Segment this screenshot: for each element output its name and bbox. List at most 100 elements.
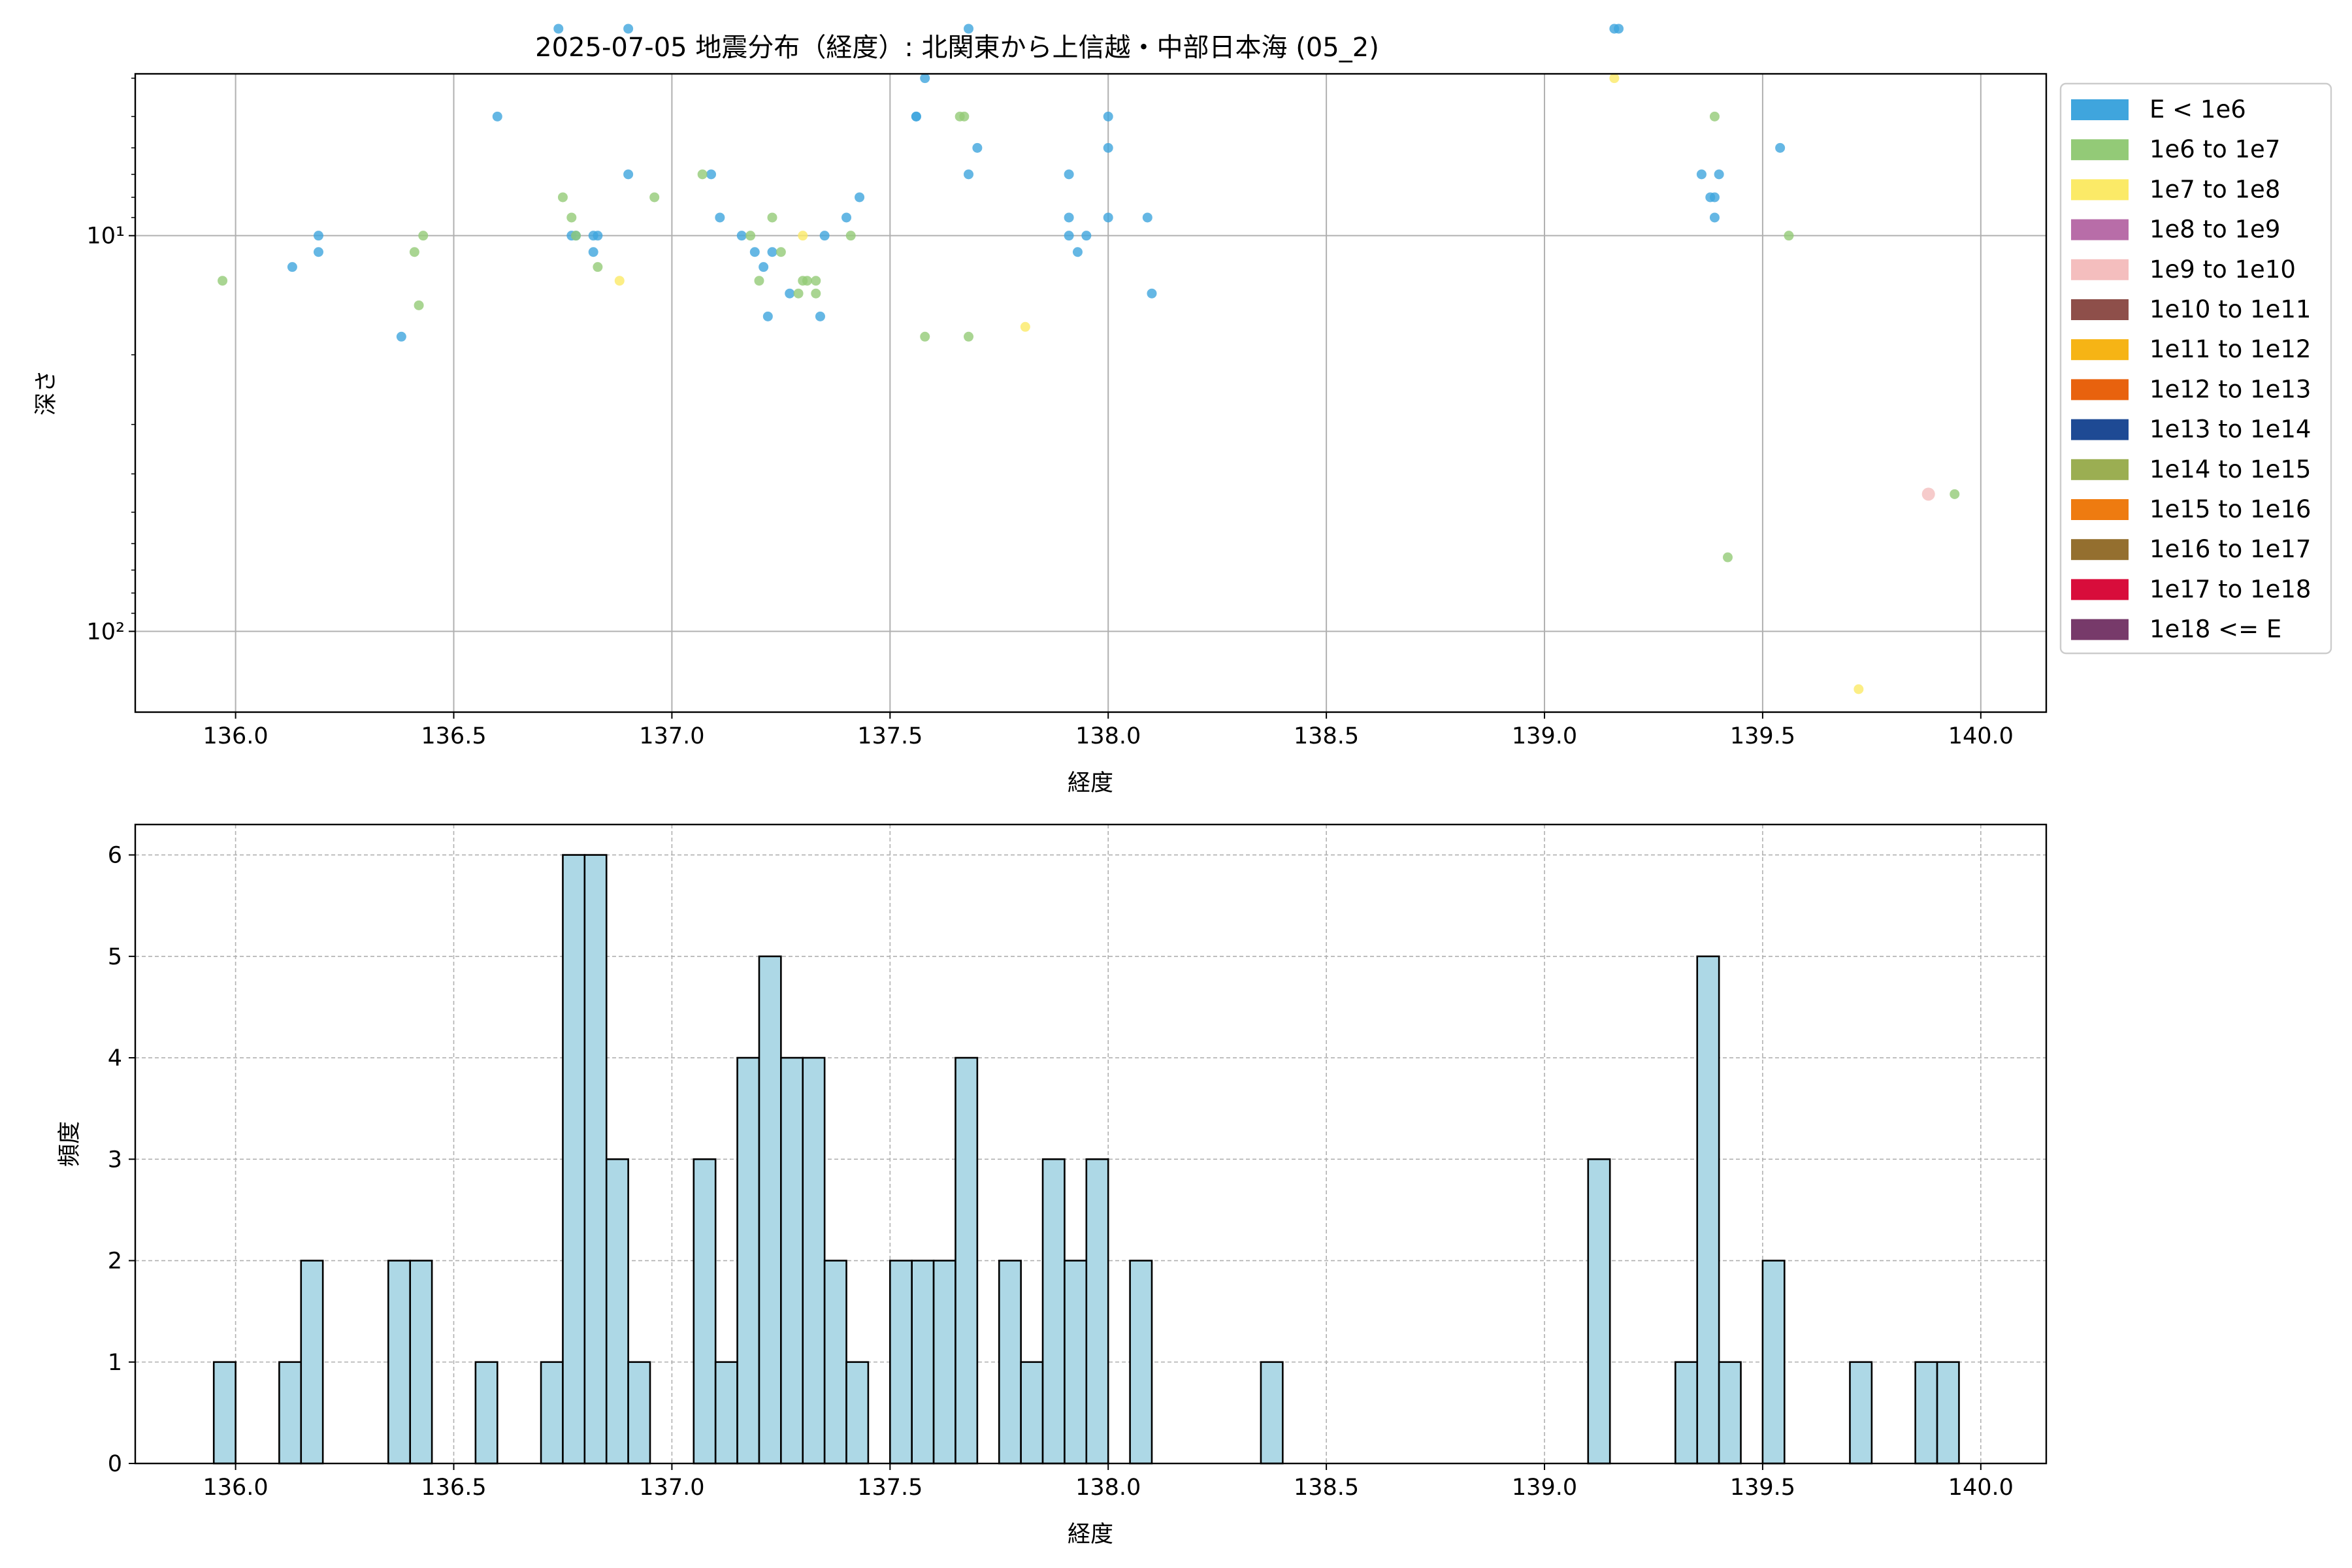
- legend-label: 1e18 <= E: [2149, 615, 2281, 644]
- legend-label: 1e14 to 1e15: [2149, 455, 2311, 483]
- scatter-point: [1696, 169, 1707, 180]
- scatter-point: [1064, 231, 1074, 241]
- histogram-x-tick-label: 139.5: [1730, 1475, 1795, 1501]
- legend-label: 1e11 to 1e12: [2149, 335, 2311, 363]
- histogram-bar: [540, 1361, 564, 1465]
- legend-swatch: [2071, 459, 2129, 480]
- scatter-point: [745, 231, 756, 241]
- legend-swatch: [2071, 499, 2129, 520]
- histogram-bar: [1914, 1361, 1938, 1465]
- scatter-point: [1103, 212, 1113, 223]
- legend-swatch: [2071, 299, 2129, 320]
- histogram-bar: [1260, 1361, 1284, 1465]
- scatter-point: [811, 276, 821, 286]
- histogram-y-axis-label: 頻度: [57, 1121, 83, 1167]
- scatter-point: [313, 231, 323, 241]
- histogram-bar: [714, 1361, 738, 1465]
- scatter-point: [1064, 169, 1074, 180]
- scatter-point: [566, 212, 577, 223]
- scatter-point: [1775, 142, 1786, 153]
- histogram-y-tick-label: 1: [108, 1350, 122, 1376]
- scatter-x-tick-label: 139.0: [1512, 723, 1577, 749]
- scatter-point: [1921, 487, 1935, 501]
- histogram-bar: [1936, 1361, 1960, 1465]
- scatter-point: [841, 212, 852, 223]
- histogram-bar: [1129, 1260, 1153, 1465]
- scatter-point: [911, 111, 921, 122]
- scatter-point: [802, 276, 812, 286]
- scatter-point: [964, 331, 974, 342]
- histogram-bar: [562, 854, 586, 1465]
- scatter-point: [972, 142, 983, 153]
- scatter-point: [759, 262, 769, 272]
- legend-label: 1e12 to 1e13: [2149, 375, 2311, 403]
- histogram-x-tick-label: 137.5: [857, 1475, 923, 1501]
- scatter-point: [614, 276, 625, 286]
- histogram-bar: [845, 1361, 870, 1465]
- scatter-point: [287, 262, 297, 272]
- legend-label: 1e17 to 1e18: [2149, 575, 2311, 603]
- legend-label: 1e6 to 1e7: [2149, 135, 2280, 163]
- scatter-point: [593, 231, 603, 241]
- legend-swatch: [2071, 579, 2129, 600]
- histogram-bar: [583, 854, 608, 1465]
- scatter-point: [1709, 212, 1720, 223]
- histogram-bar: [1085, 1158, 1109, 1465]
- scatter-x-tick-label: 136.0: [203, 723, 268, 749]
- histogram-bar: [1064, 1260, 1088, 1465]
- histogram-bar: [693, 1158, 717, 1465]
- histogram-bar: [409, 1260, 433, 1465]
- scatter-series: [287, 24, 1786, 342]
- legend-label: 1e13 to 1e14: [2149, 416, 2311, 444]
- scatter-point: [815, 311, 825, 321]
- scatter-point: [313, 247, 323, 257]
- scatter-x-tick-label: 139.5: [1730, 723, 1795, 749]
- scatter-point: [855, 192, 865, 203]
- scatter-point: [1103, 111, 1113, 122]
- scatter-point: [715, 212, 725, 223]
- scatter-y-tick-label: 10²: [86, 619, 125, 645]
- legend-swatch: [2071, 259, 2129, 280]
- histogram-y-tick-label: 2: [108, 1249, 122, 1275]
- figure-title: 2025-07-05 地震分布（経度）: 北関東から上信越・中部日本海 (05_…: [535, 33, 1379, 63]
- histogram-bar: [1020, 1361, 1044, 1465]
- legend-swatch: [2071, 379, 2129, 400]
- histogram-bar: [736, 1056, 760, 1465]
- scatter-point: [1072, 247, 1083, 257]
- scatter-point: [964, 169, 974, 180]
- histogram-y-tick-label: 3: [108, 1147, 122, 1173]
- legend-swatch: [2071, 139, 2129, 161]
- legend-swatch: [2071, 339, 2129, 361]
- scatter-point: [1081, 231, 1092, 241]
- scatter-point: [588, 247, 598, 257]
- scatter-point: [570, 231, 581, 241]
- scatter-point: [754, 276, 764, 286]
- scatter-point: [845, 231, 856, 241]
- histogram-bar: [802, 1056, 826, 1465]
- scatter-point: [1064, 212, 1074, 223]
- scatter-x-tick-label: 137.0: [639, 723, 704, 749]
- scatter-x-tick-label: 136.5: [421, 723, 486, 749]
- histogram-bar: [1696, 955, 1720, 1465]
- histogram-x-tick-label: 140.0: [1948, 1475, 2014, 1501]
- scatter-point: [964, 24, 974, 34]
- histogram-bar: [1587, 1158, 1611, 1465]
- legend-swatch: [2071, 179, 2129, 201]
- scatter-point: [1854, 684, 1864, 694]
- histogram-chart: 136.0 136.5 137.0 137.5 138.0 138.5 139.0 139.5…: [57, 823, 2048, 1548]
- histogram-y-axis: 0 1 2 3 4 5 6: [108, 843, 135, 1477]
- scatter-x-tick-label: 140.0: [1948, 723, 2014, 749]
- scatter-x-tick-label: 138.0: [1075, 723, 1141, 749]
- scatter-point: [1142, 212, 1152, 223]
- histogram-bar: [955, 1056, 979, 1465]
- histogram-x-axis-label: 経度: [1068, 1522, 1113, 1548]
- scatter-point: [959, 111, 970, 122]
- histogram-bar: [1761, 1260, 1786, 1465]
- scatter-point: [418, 231, 429, 241]
- legend-box: [2059, 82, 2332, 655]
- scatter-point: [706, 169, 717, 180]
- scatter-point: [623, 24, 634, 34]
- scatter-point: [819, 231, 830, 241]
- scatter-point: [409, 247, 419, 257]
- scatter-x-tick-label: 138.5: [1294, 723, 1359, 749]
